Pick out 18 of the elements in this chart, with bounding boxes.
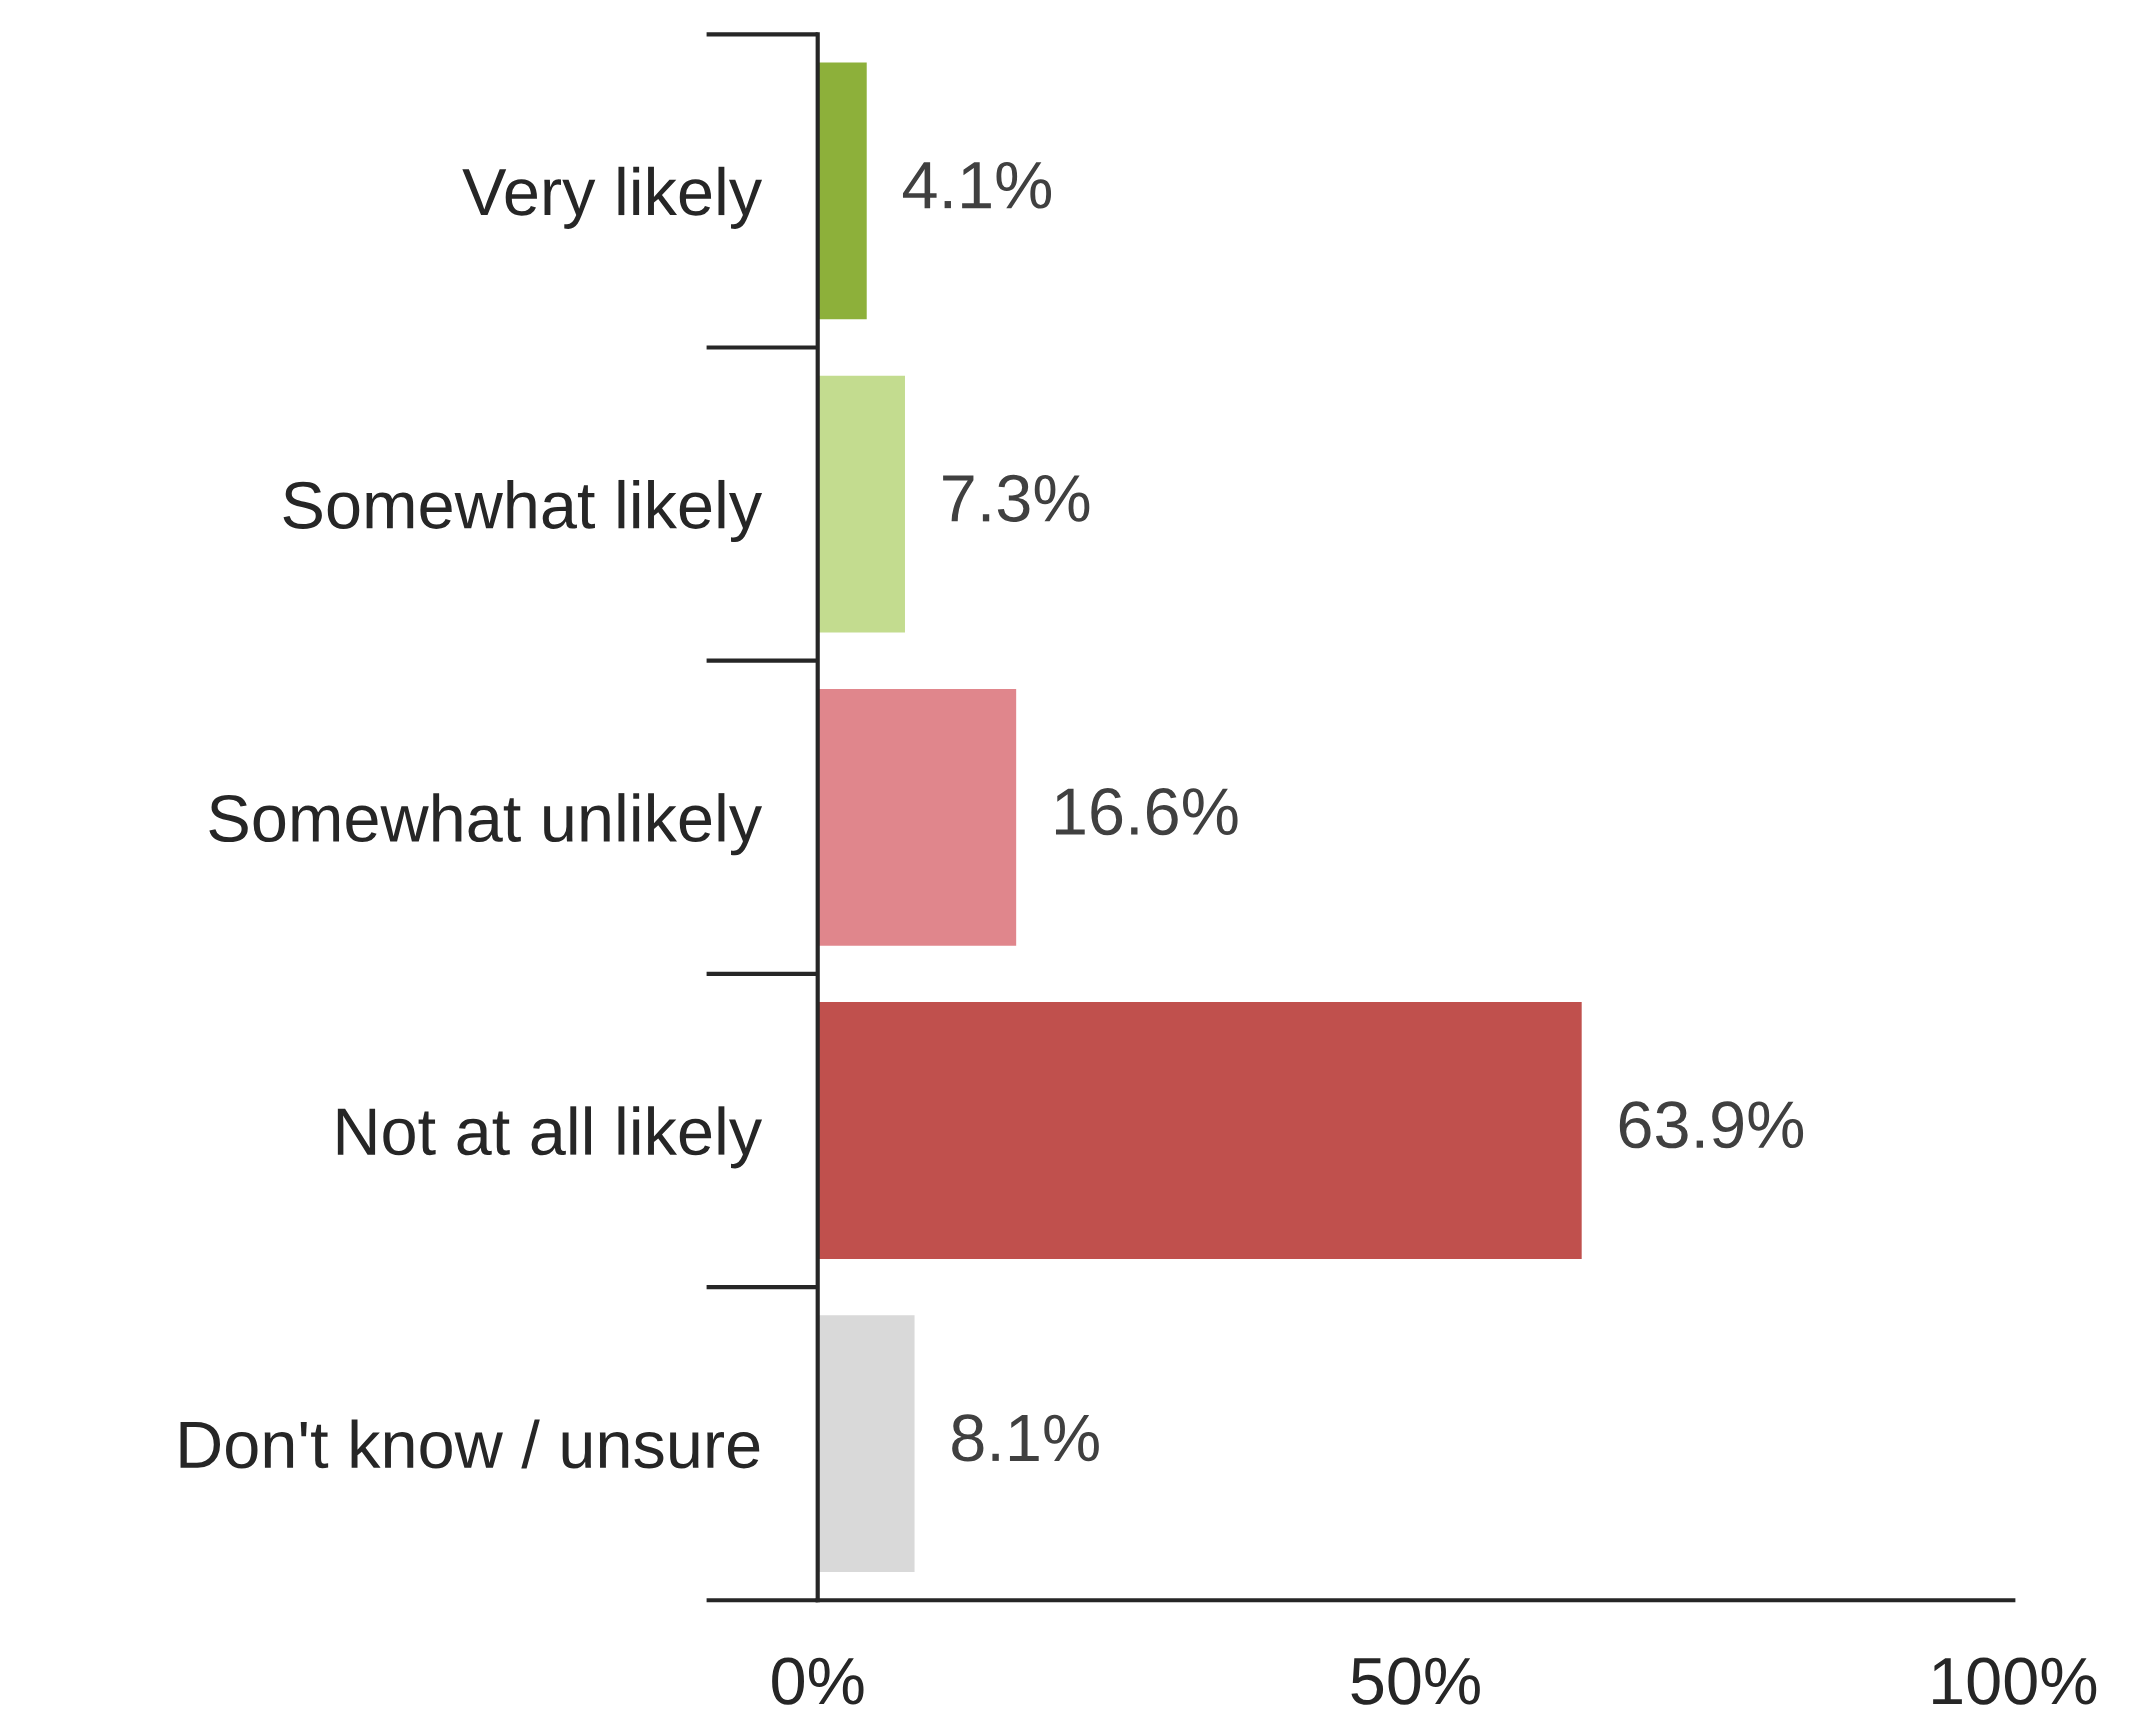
y-tick-label: Not at all likely	[337, 1106, 763, 1169]
x-tick-label: 50%	[1351, 1657, 1480, 1705]
bar	[817, 62, 867, 320]
y-tick-label: Somewhat unlikely	[209, 793, 763, 856]
data-label: 63.9%	[1619, 1101, 1804, 1149]
data-label: 8.1%	[952, 1414, 1099, 1462]
x-tick-label: 0%	[772, 1657, 864, 1705]
data-label: 4.1%	[902, 161, 1052, 209]
data-label: 16.6%	[1055, 787, 1238, 836]
bar	[817, 375, 905, 633]
data-label: 7.3%	[943, 474, 1090, 523]
bar	[817, 688, 1017, 946]
bar	[817, 1002, 1582, 1259]
y-tick-label: Very likely	[462, 166, 763, 229]
y-tick-label: Don't know / unsure	[180, 1419, 760, 1469]
x-tick-label: 100%	[1933, 1657, 2097, 1705]
y-tick-label: Somewhat likely	[283, 479, 763, 543]
bar	[817, 1315, 915, 1573]
